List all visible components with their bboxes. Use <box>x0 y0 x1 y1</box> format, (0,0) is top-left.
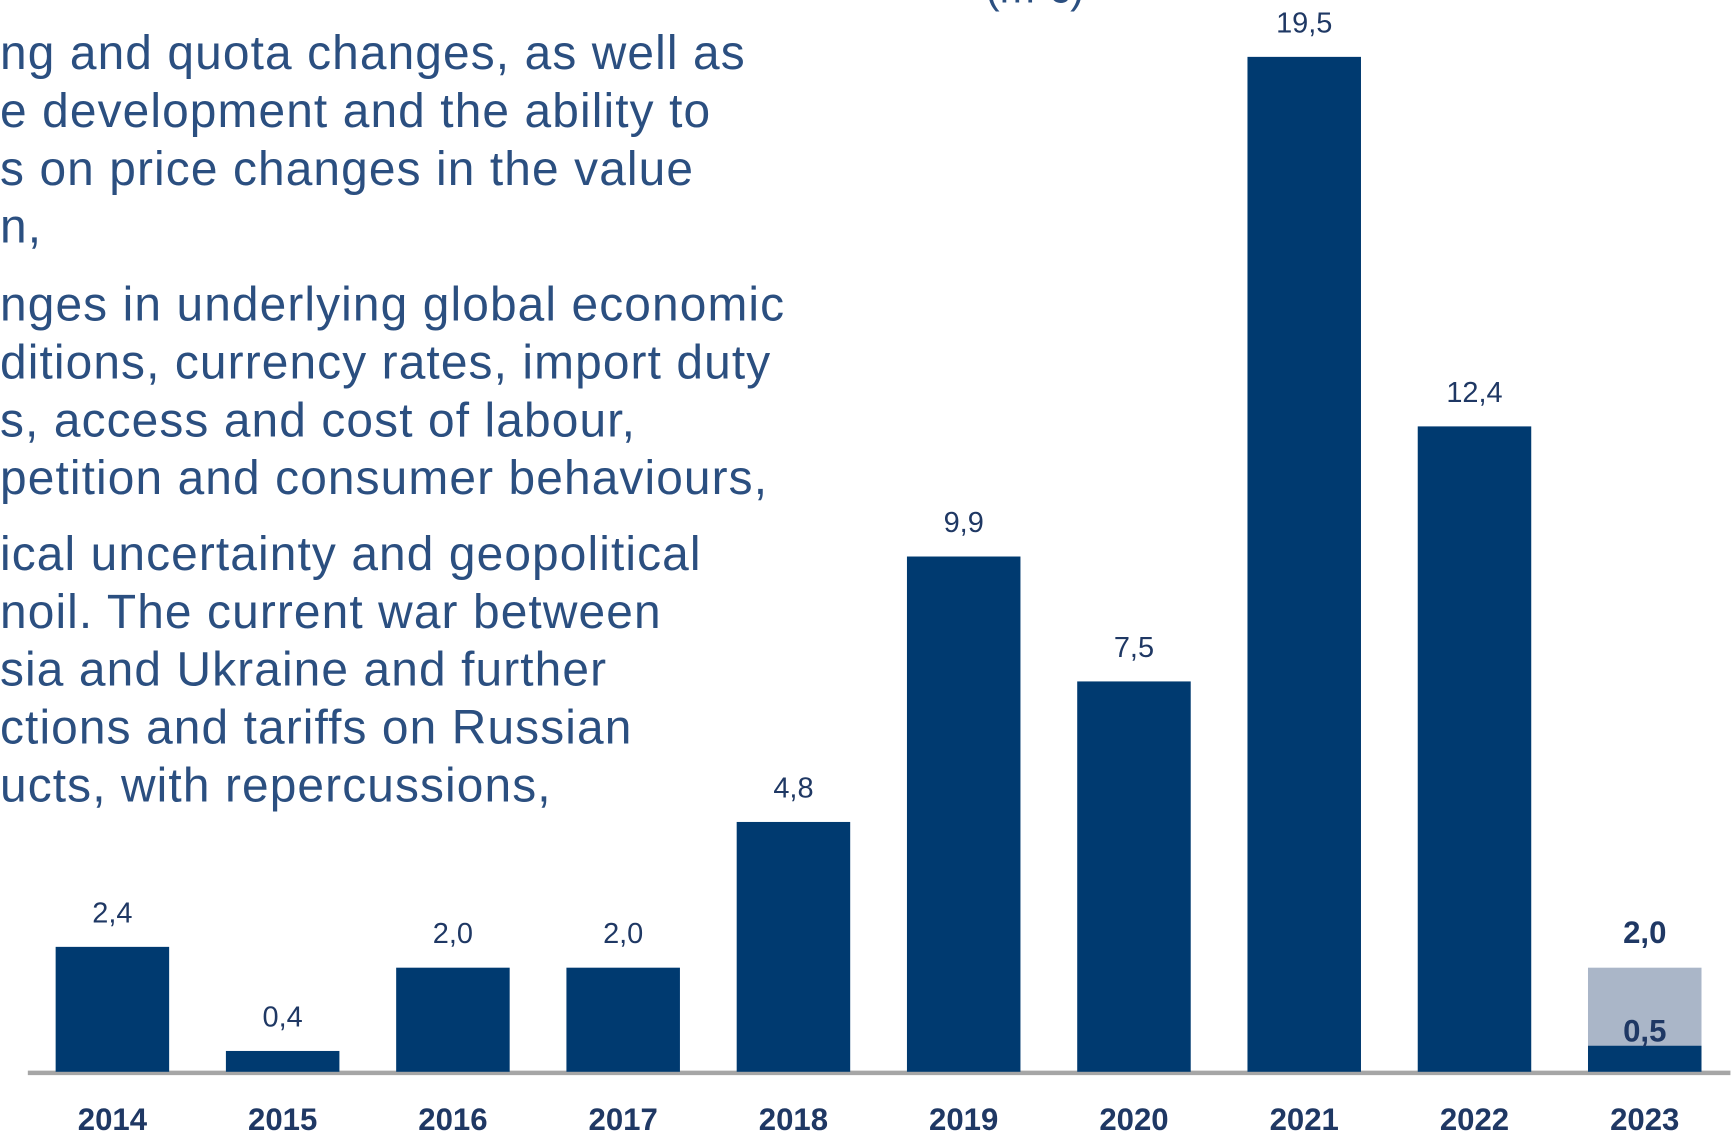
bar <box>566 967 680 1072</box>
body-text: petition and consumer behaviours, <box>0 452 768 505</box>
value-label: 2,0 <box>603 918 643 950</box>
bar <box>55 946 170 1072</box>
body-text: sia and Ukraine and further <box>0 644 607 697</box>
bar <box>1247 56 1361 1072</box>
body-text: e development and the ability to <box>0 85 711 138</box>
x-tick-label: 2019 <box>929 1102 998 1132</box>
body-text: nges in underlying global economic <box>0 279 785 332</box>
bar <box>736 821 851 1072</box>
bar <box>1587 1045 1702 1072</box>
body-text: s on price changes in the value <box>0 143 694 196</box>
body-text: noil. The current war between <box>0 586 662 639</box>
value-label: 2,4 <box>92 897 132 929</box>
x-tick-label: 2023 <box>1610 1102 1679 1132</box>
bar <box>396 967 510 1072</box>
value-label: 9,9 <box>944 507 984 539</box>
bar <box>1417 426 1532 1072</box>
x-tick-label: 2016 <box>418 1102 487 1132</box>
body-text: ctions and tariffs on Russian <box>0 701 632 754</box>
body-text: ditions, currency rates, import duty <box>0 336 771 389</box>
body-text: ng and quota changes, as well as <box>0 27 746 80</box>
value-label: 4,8 <box>773 772 813 804</box>
x-tick-label: 2014 <box>78 1102 148 1132</box>
value-label: 2,0 <box>1623 915 1666 950</box>
body-text: s, access and cost of labour, <box>0 394 636 447</box>
bar <box>906 556 1021 1072</box>
value-label: 19,5 <box>1276 7 1332 39</box>
bar <box>225 1050 340 1072</box>
x-tick-label: 2015 <box>248 1102 317 1132</box>
value-label: 0,5 <box>1623 1013 1666 1048</box>
value-label: 7,5 <box>1114 632 1154 664</box>
body-text: ucts, with repercussions, <box>0 759 552 812</box>
value-label: 0,4 <box>263 1001 303 1033</box>
x-tick-label: 2022 <box>1440 1102 1509 1132</box>
x-tick-label: 2017 <box>589 1102 658 1132</box>
body-text: n, <box>0 201 42 254</box>
chart-unit: (m €) <box>986 0 1085 11</box>
x-tick-label: 2020 <box>1099 1102 1168 1132</box>
x-tick-label: 2018 <box>759 1102 828 1132</box>
bar <box>1077 681 1191 1072</box>
value-label: 12,4 <box>1446 377 1502 409</box>
body-text: ical uncertainty and geopolitical <box>0 528 702 581</box>
x-tick-label: 2021 <box>1270 1102 1339 1132</box>
value-label: 2,0 <box>433 918 473 950</box>
